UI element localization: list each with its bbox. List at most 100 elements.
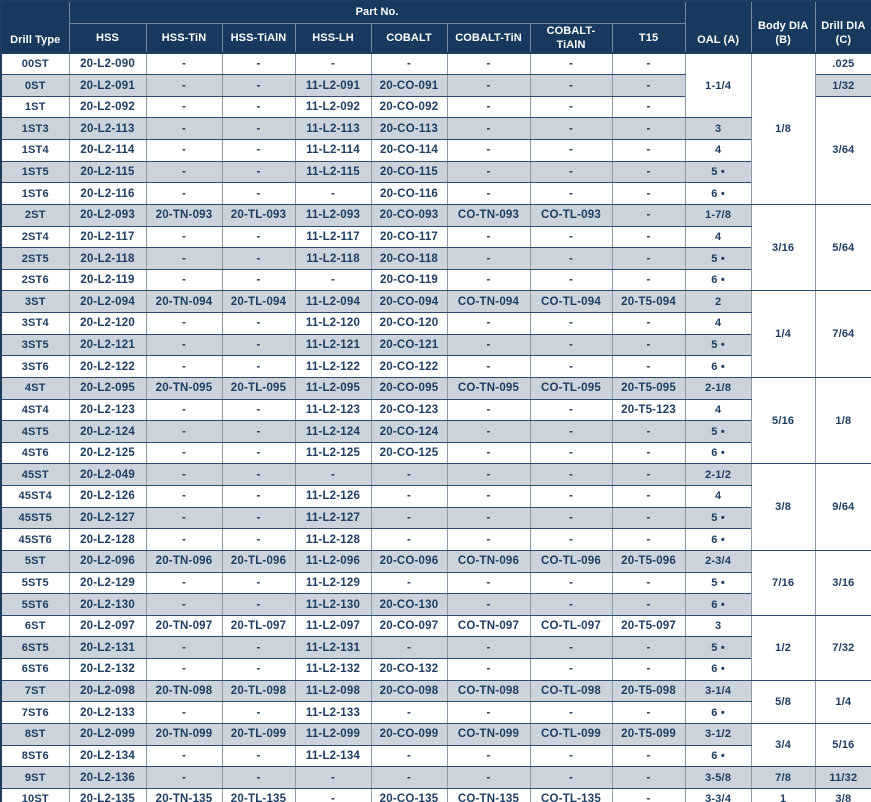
body-dia-cell: 3/8 (750, 463, 816, 551)
drill-dia-cell: 7/32 (814, 614, 871, 681)
part-number-cell: - (529, 74, 613, 97)
part-number-cell: 11-L2-124 (294, 420, 372, 443)
part-number-cell: - (145, 182, 223, 205)
part-number-cell: - (221, 701, 296, 724)
part-number-cell: - (446, 441, 531, 465)
table-row: 4ST6 20-L2-125- -11-L2-125 20-CO-125- - -6 • (0, 441, 871, 465)
table-row: 3ST6 20-L2-122- -11-L2-122 20-CO-122- - -6 • (0, 355, 871, 378)
oal-cell: 6 • (684, 744, 752, 768)
part-number-cell: - (221, 52, 296, 76)
part-number-cell: - (221, 485, 296, 508)
part-number-cell: - (294, 268, 372, 292)
part-number-cell: - (611, 787, 686, 802)
part-number-cell: - (611, 744, 686, 768)
drill-dia-cell: 5/64 (814, 203, 871, 292)
oal-cell: 6 • (684, 182, 752, 205)
oal-cell: 6 • (684, 593, 752, 616)
part-number-cell: - (145, 95, 223, 119)
part-number-cell: - (611, 74, 686, 97)
part-number-cell: 20-CO-091 (370, 74, 448, 97)
table-row: 45ST5 20-L2-127- -11-L2-127- - - -5 • (0, 506, 871, 530)
drill-type-cell: 5ST6 (0, 593, 70, 616)
drill-type-cell: 4ST5 (0, 420, 70, 443)
part-number-cell: 20-TN-098 (145, 679, 223, 703)
part-number-cell: - (529, 744, 613, 768)
drill-type-cell: 1ST3 (0, 117, 70, 141)
part-number-cell: CO-TN-094 (446, 290, 531, 314)
part-number-cell: - (529, 52, 613, 76)
drill-dia-cell: 5/16 (814, 722, 871, 768)
part-number-cell: - (145, 74, 223, 97)
table-row: 1ST 20-L2-092- -11-L2-092 20-CO-092- - -3/64 (0, 95, 871, 205)
table-row: 9ST 20-L2-136- - - - - - -3-5/8 7/8 11/32 (0, 766, 871, 789)
part-number-cell: - (294, 766, 372, 789)
part-number-cell: - (446, 268, 531, 292)
part-number-cell: 20-L2-134 (68, 744, 147, 768)
part-number-cell: 20-L2-099 (68, 722, 147, 746)
part-number-cell: - (529, 658, 613, 681)
part-number-cell: 20-T5-097 (611, 614, 686, 638)
part-number-cell: 20-TL-098 (221, 679, 296, 703)
part-number-cell: 11-L2-117 (294, 225, 372, 249)
part-number-cell: 20-CO-135 (370, 787, 448, 802)
drill-type-cell: 9ST (0, 766, 70, 789)
part-number-cell: 11-L2-131 (294, 636, 372, 660)
body-dia-cell: 1 (750, 787, 816, 802)
part-number-cell: 11-L2-115 (294, 160, 372, 184)
table-row: 45ST 20-L2-049- - - - - - -2-1/2 3/8 9/64 (0, 463, 871, 551)
part-number-cell: 20-CO-113 (370, 117, 448, 141)
part-number-cell: 20-T5-096 (611, 549, 686, 573)
part-number-cell: CO-TL-099 (529, 722, 613, 746)
part-number-cell: - (145, 268, 223, 292)
part-number-cell: - (145, 441, 223, 465)
table-row: 3ST5 20-L2-121- -11-L2-121 20-CO-121- - -5 • (0, 333, 871, 357)
part-number-cell: 20-CO-096 (370, 549, 448, 573)
part-number-cell: 20-L2-093 (68, 203, 147, 227)
oal-cell: 6 • (684, 658, 752, 681)
part-number-cell: 20-CO-117 (370, 225, 448, 249)
part-number-cell: - (446, 506, 531, 530)
part-number-cell: - (370, 701, 448, 724)
part-number-cell: 11-L2-097 (294, 614, 372, 638)
table-row: 1ST3 20-L2-113- -11-L2-113 20-CO-113- - -3 (0, 117, 871, 141)
table-row: 2ST5 20-L2-118- -11-L2-118 20-CO-118- - -5 • (0, 247, 871, 270)
part-number-cell: 20-L2-094 (68, 290, 147, 314)
part-number-cell: - (446, 355, 531, 378)
part-number-cell: 20-T5-095 (611, 376, 686, 400)
header-t15: T15 (611, 22, 686, 54)
part-number-cell: - (529, 95, 613, 119)
part-number-cell: - (370, 766, 448, 789)
part-number-cell: - (294, 182, 372, 205)
part-number-cell: - (611, 420, 686, 443)
part-number-cell: - (446, 463, 531, 487)
part-number-cell: 20-L2-116 (68, 182, 147, 205)
part-number-cell: 20-TN-096 (145, 549, 223, 573)
part-number-cell: - (446, 95, 531, 119)
part-number-cell: 20-L2-129 (68, 571, 147, 595)
table-row: 2ST4 20-L2-117- -11-L2-117 20-CO-117- - -4 (0, 225, 871, 249)
part-number-cell: - (294, 52, 372, 76)
part-number-cell: 20-L2-096 (68, 549, 147, 573)
part-number-cell: CO-TL-096 (529, 549, 613, 573)
part-number-cell: 20-CO-099 (370, 722, 448, 746)
part-number-cell: - (221, 160, 296, 184)
body-dia-cell: 1/4 (750, 290, 816, 378)
drill-type-cell: 1ST4 (0, 139, 70, 162)
part-number-cell: 20-L2-130 (68, 593, 147, 616)
part-number-cell: - (611, 528, 686, 551)
part-number-cell: - (446, 701, 531, 724)
part-number-cell: 20-L2-122 (68, 355, 147, 378)
part-number-cell: 20-L2-113 (68, 117, 147, 141)
header-cobalt-tialn: COBALT-TiAlN (529, 22, 613, 54)
header-hss-tin: HSS-TiN (145, 22, 223, 54)
part-number-cell: - (221, 225, 296, 249)
part-number-cell: 20-TN-135 (145, 787, 223, 802)
table-row: 4ST5 20-L2-124- -11-L2-124 20-CO-124- - -5 • (0, 420, 871, 443)
drill-type-cell: 6ST6 (0, 658, 70, 681)
part-number-cell: 11-L2-093 (294, 203, 372, 227)
oal-cell: 6 • (684, 441, 752, 465)
table-row: 45ST4 20-L2-126- -11-L2-126- - - -4 (0, 485, 871, 508)
table-row: 4ST4 20-L2-123- -11-L2-123 20-CO-123- -20-T5… (0, 398, 871, 422)
part-number-cell: 20-CO-124 (370, 420, 448, 443)
part-number-cell: 20-TN-099 (145, 722, 223, 746)
